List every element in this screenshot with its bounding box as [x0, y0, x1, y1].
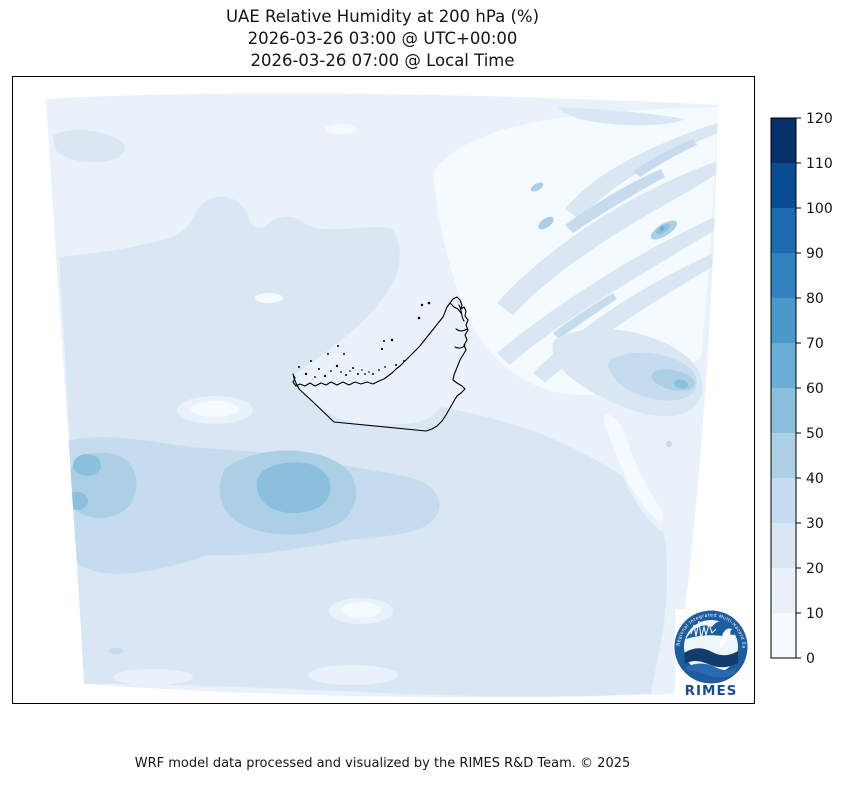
contour-streak-cores-30-40	[553, 139, 697, 339]
chart-title-line2: 2026-03-26 03:00 @ UTC+00:00	[247, 29, 518, 48]
contour-band-20-30-topedge	[558, 107, 685, 126]
logo-wordmark: RIMES	[685, 683, 738, 699]
colorbar-tick-labels: 120 110 100 90 80 70 60 50 40 30 20 10 0	[806, 111, 833, 667]
contour-field	[46, 93, 718, 698]
chart-title: UAE Relative Humidity at 200 hPa (%) 202…	[12, 6, 753, 72]
svg-text:30: 30	[806, 516, 824, 532]
colorbar-bands	[771, 118, 796, 658]
contour-streak-cores-40-60	[530, 182, 678, 240]
contour-map: Regional Integrated Multi-Hazard Early W…	[13, 77, 753, 702]
svg-text:40: 40	[806, 471, 824, 487]
svg-text:120: 120	[806, 111, 833, 127]
contour-blob-right-middle	[552, 328, 703, 417]
svg-text:90: 90	[806, 246, 824, 262]
svg-text:100: 100	[806, 201, 833, 217]
svg-text:0: 0	[806, 651, 815, 667]
logo-seismogram	[690, 620, 717, 639]
svg-text:110: 110	[806, 156, 833, 172]
map-plot-area: Regional Integrated Multi-Hazard Early W…	[12, 76, 755, 704]
svg-text:50: 50	[806, 426, 824, 442]
uae-outline	[292, 296, 469, 432]
colorbar-ticks	[796, 117, 801, 659]
uae-islands	[298, 301, 431, 378]
contour-light-patches	[113, 124, 678, 685]
contour-specks-30-40	[109, 441, 672, 655]
svg-text:20: 20	[806, 561, 824, 577]
chart-title-line1: UAE Relative Humidity at 200 hPa (%)	[225, 7, 540, 26]
svg-text:80: 80	[806, 291, 824, 307]
svg-text:10: 10	[806, 606, 824, 622]
footer-caption: WRF model data processed and visualized …	[134, 756, 631, 771]
svg-text:70: 70	[806, 336, 824, 352]
svg-text:60: 60	[806, 381, 824, 397]
colorbar: 120 110 100 90 80 70 60 50 40 30 20 10 0	[770, 111, 833, 667]
chart-title-line3: 2026-03-26 07:00 @ Local Time	[250, 51, 515, 70]
contour-blob-bottom-left	[52, 437, 440, 574]
contour-band-20-30-main	[59, 196, 667, 697]
contour-band-20-30-topleft	[53, 130, 126, 163]
logo-bird	[719, 628, 736, 649]
